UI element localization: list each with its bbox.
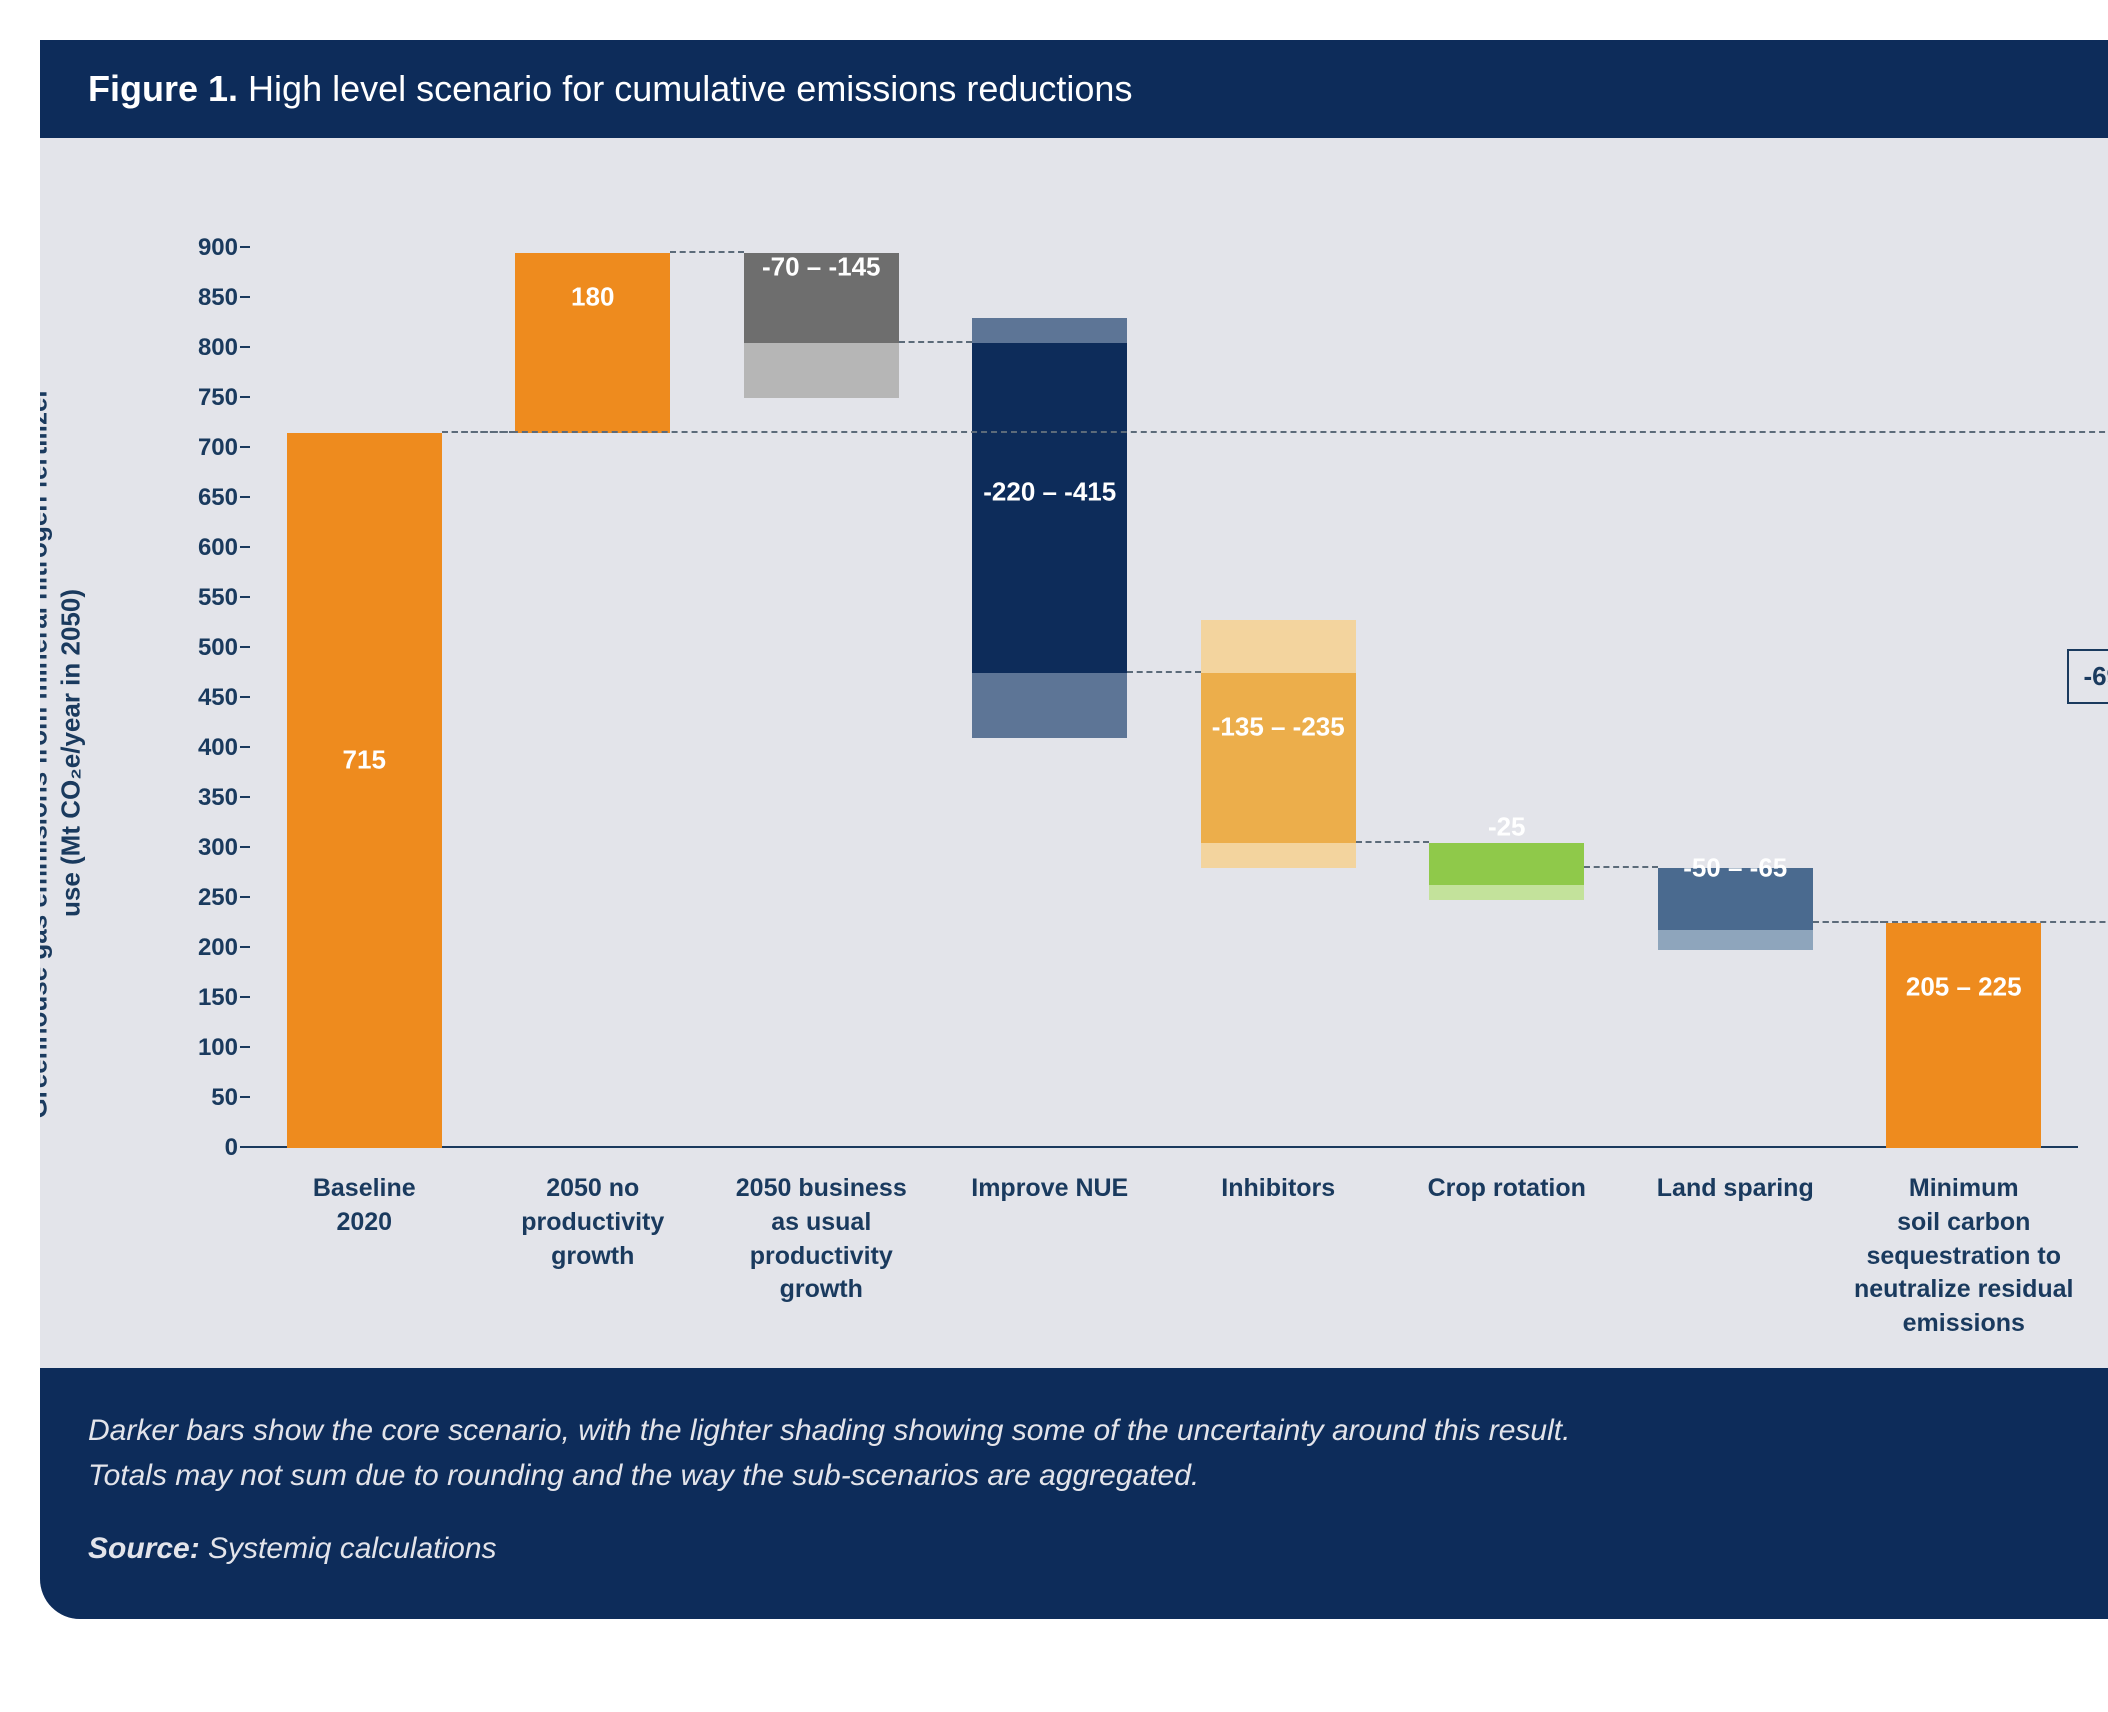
y-tick-mark <box>240 746 250 748</box>
bar-value-label: -25 <box>1429 812 1584 843</box>
y-tick-label: 600 <box>166 534 238 562</box>
y-tick-mark <box>240 696 250 698</box>
y-tick-label: 800 <box>166 334 238 362</box>
bar-value-label: 715 <box>287 745 442 776</box>
y-tick-mark <box>240 546 250 548</box>
figure-container: Figure 1. High level scenario for cumula… <box>40 40 2108 1619</box>
y-tick-label: 300 <box>166 834 238 862</box>
y-tick-mark <box>240 296 250 298</box>
bar-segment <box>972 343 1127 673</box>
y-axis-label-line2: use (Mt CO₂e/year in 2050) <box>54 387 87 1118</box>
y-tick-mark <box>240 1146 250 1148</box>
annotation-dash-top <box>442 431 2108 433</box>
y-tick-mark <box>240 796 250 798</box>
y-tick-mark <box>240 896 250 898</box>
bar-baseline: 715 <box>287 248 442 1148</box>
y-tick-mark <box>240 396 250 398</box>
x-axis-label: Inhibitors <box>1154 1172 1403 1206</box>
footer-line2: Totals may not sum due to rounding and t… <box>88 1453 2100 1498</box>
x-axis-label: Improve NUE <box>926 1172 1175 1206</box>
bar-residual: 205 – 225 <box>1886 248 2041 1148</box>
y-tick-label: 200 <box>166 934 238 962</box>
connector-dash <box>899 341 972 343</box>
y-tick-label: 700 <box>166 434 238 462</box>
bar-segment <box>287 433 442 1148</box>
bar-segment <box>1429 843 1584 885</box>
bar-bau: -70 – -145 <box>744 248 899 1148</box>
y-tick-mark <box>240 946 250 948</box>
y-tick-mark <box>240 346 250 348</box>
chart-box: Greenhouse gas emmisions from mineral ni… <box>40 138 2108 1368</box>
y-tick-mark <box>240 596 250 598</box>
y-tick-label: 450 <box>166 684 238 712</box>
y-tick-label: 350 <box>166 784 238 812</box>
bar-nue: -220 – -415 <box>972 248 1127 1148</box>
x-axis-label: Minimumsoil carbonsequestration toneutra… <box>1840 1172 2089 1341</box>
connector-dash <box>670 251 743 253</box>
y-tick-mark <box>240 496 250 498</box>
x-axis-label: Crop rotation <box>1383 1172 1632 1206</box>
x-axis-label: 2050 businessas usualproductivitygrowth <box>697 1172 946 1307</box>
bar-landsparing: -50 – -65 <box>1658 248 1813 1148</box>
figure-header: Figure 1. High level scenario for cumula… <box>40 40 2108 138</box>
x-axis-label: Baseline2020 <box>240 1172 489 1240</box>
annotation-box: -69 – -72% <box>2067 649 2108 704</box>
y-tick-label: 500 <box>166 634 238 662</box>
bar-inhibitors: -135 – -235 <box>1201 248 1356 1148</box>
connector-dash <box>1127 671 1200 673</box>
bar-value-label: 180 <box>515 282 670 313</box>
bar-segment <box>1201 673 1356 843</box>
y-tick-label: 750 <box>166 384 238 412</box>
y-tick-label: 850 <box>166 284 238 312</box>
y-tick-label: 900 <box>166 234 238 262</box>
connector-dash <box>1584 866 1657 868</box>
bar-value-label: -220 – -415 <box>972 477 1127 508</box>
y-tick-mark <box>240 996 250 998</box>
y-tick-label: 250 <box>166 884 238 912</box>
bar-noprod: 180 <box>515 248 670 1148</box>
footer-source: Source: Systemiq calculations <box>88 1526 2100 1571</box>
y-tick-label: 400 <box>166 734 238 762</box>
x-axis-label: 2050 noproductivitygrowth <box>469 1172 718 1273</box>
annotation-dash-bottom <box>1813 921 2108 923</box>
source-text: Systemiq calculations <box>208 1532 496 1565</box>
bar-segment <box>1886 923 2041 1148</box>
figure-number: Figure 1. <box>88 68 238 109</box>
y-axis-label: Greenhouse gas emmisions from mineral ni… <box>40 387 87 1118</box>
bar-value-label: -50 – -65 <box>1658 853 1813 884</box>
bar-value-label: -135 – -235 <box>1201 712 1356 743</box>
source-label: Source: <box>88 1532 200 1565</box>
bar-rotation: -25 <box>1429 248 1584 1148</box>
y-tick-mark <box>240 846 250 848</box>
y-tick-label: 0 <box>166 1134 238 1162</box>
figure-footer: Darker bars show the core scenario, with… <box>40 1368 2108 1619</box>
y-axis-label-line1: Greenhouse gas emmisions from mineral ni… <box>40 387 54 1118</box>
plot-region: 0501001502002503003504004505005506006507… <box>250 248 2078 1148</box>
bar-value-label: -70 – -145 <box>744 252 899 283</box>
y-tick-label: 550 <box>166 584 238 612</box>
y-tick-mark <box>240 1046 250 1048</box>
connector-dash <box>1356 841 1429 843</box>
figure-title: High level scenario for cumulative emiss… <box>248 68 1132 109</box>
bar-value-label: 205 – 225 <box>1886 972 2041 1003</box>
bar-segment <box>515 253 670 433</box>
y-tick-mark <box>240 246 250 248</box>
chart-area: 0501001502002503003504004505005506006507… <box>250 248 2038 1308</box>
y-tick-label: 100 <box>166 1034 238 1062</box>
x-axis-label: Land sparing <box>1611 1172 1860 1206</box>
y-tick-label: 650 <box>166 484 238 512</box>
y-tick-mark <box>240 646 250 648</box>
y-tick-mark <box>240 1096 250 1098</box>
y-tick-label: 150 <box>166 984 238 1012</box>
footer-line1: Darker bars show the core scenario, with… <box>88 1408 2100 1453</box>
y-tick-mark <box>240 446 250 448</box>
y-tick-label: 50 <box>166 1084 238 1112</box>
